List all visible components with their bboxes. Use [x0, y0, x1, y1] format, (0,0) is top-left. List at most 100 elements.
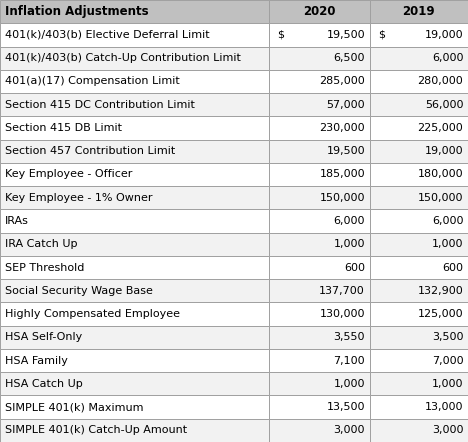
Text: Social Security Wage Base: Social Security Wage Base — [5, 286, 153, 296]
Text: Section 457 Contribution Limit: Section 457 Contribution Limit — [5, 146, 175, 156]
Bar — [269, 93, 370, 116]
Bar — [0, 396, 269, 419]
Bar — [370, 302, 468, 326]
Text: 3,000: 3,000 — [432, 425, 463, 435]
Bar — [269, 232, 370, 256]
Bar — [269, 23, 370, 46]
Text: Section 415 DB Limit: Section 415 DB Limit — [5, 123, 122, 133]
Bar — [370, 23, 468, 46]
Text: 3,550: 3,550 — [334, 332, 365, 342]
Text: 19,000: 19,000 — [424, 146, 463, 156]
Text: 1,000: 1,000 — [432, 379, 463, 389]
Bar — [0, 0, 269, 23]
Text: 19,000: 19,000 — [424, 30, 463, 40]
Text: 7,000: 7,000 — [431, 355, 463, 366]
Bar — [269, 186, 370, 210]
Text: 57,000: 57,000 — [326, 100, 365, 110]
Bar — [269, 46, 370, 70]
Text: 125,000: 125,000 — [418, 309, 463, 319]
Text: 401(a)(17) Compensation Limit: 401(a)(17) Compensation Limit — [5, 76, 179, 87]
Text: 2020: 2020 — [303, 5, 336, 18]
Text: IRA Catch Up: IRA Catch Up — [5, 239, 77, 249]
Text: 13,000: 13,000 — [425, 402, 463, 412]
Text: 150,000: 150,000 — [418, 193, 463, 203]
Text: Section 415 DC Contribution Limit: Section 415 DC Contribution Limit — [5, 100, 195, 110]
Bar — [269, 256, 370, 279]
Text: 1,000: 1,000 — [334, 239, 365, 249]
Bar — [370, 279, 468, 302]
Text: Key Employee - 1% Owner: Key Employee - 1% Owner — [5, 193, 152, 203]
Text: 1,000: 1,000 — [334, 379, 365, 389]
Bar — [0, 23, 269, 46]
Text: 150,000: 150,000 — [320, 193, 365, 203]
Bar — [0, 302, 269, 326]
Bar — [269, 349, 370, 372]
Text: HSA Family: HSA Family — [5, 355, 67, 366]
Text: 600: 600 — [442, 263, 463, 273]
Bar — [0, 163, 269, 186]
Bar — [370, 349, 468, 372]
Text: 6,000: 6,000 — [432, 53, 463, 63]
Bar — [0, 46, 269, 70]
Text: 6,000: 6,000 — [432, 216, 463, 226]
Text: $: $ — [378, 30, 385, 40]
Bar — [370, 140, 468, 163]
Bar — [370, 326, 468, 349]
Text: HSA Self-Only: HSA Self-Only — [5, 332, 82, 342]
Bar — [370, 70, 468, 93]
Bar — [0, 210, 269, 232]
Bar — [0, 279, 269, 302]
Text: 2019: 2019 — [402, 5, 435, 18]
Text: 180,000: 180,000 — [418, 169, 463, 179]
Bar — [269, 372, 370, 396]
Text: 285,000: 285,000 — [319, 76, 365, 87]
Text: 600: 600 — [344, 263, 365, 273]
Text: 401(k)/403(b) Elective Deferral Limit: 401(k)/403(b) Elective Deferral Limit — [5, 30, 209, 40]
Bar — [0, 70, 269, 93]
Bar — [269, 396, 370, 419]
Text: 6,500: 6,500 — [334, 53, 365, 63]
Bar — [0, 140, 269, 163]
Text: SIMPLE 401(k) Catch-Up Amount: SIMPLE 401(k) Catch-Up Amount — [5, 425, 187, 435]
Bar — [269, 326, 370, 349]
Text: 137,700: 137,700 — [319, 286, 365, 296]
Text: HSA Catch Up: HSA Catch Up — [5, 379, 82, 389]
Bar — [370, 186, 468, 210]
Bar — [370, 396, 468, 419]
Bar — [370, 372, 468, 396]
Bar — [370, 210, 468, 232]
Bar — [269, 279, 370, 302]
Text: 3,500: 3,500 — [432, 332, 463, 342]
Text: Key Employee - Officer: Key Employee - Officer — [5, 169, 132, 179]
Bar — [269, 419, 370, 442]
Text: $: $ — [278, 30, 285, 40]
Text: 6,000: 6,000 — [334, 216, 365, 226]
Bar — [0, 232, 269, 256]
Text: 19,500: 19,500 — [326, 30, 365, 40]
Bar — [370, 116, 468, 140]
Text: 401(k)/403(b) Catch-Up Contribution Limit: 401(k)/403(b) Catch-Up Contribution Limi… — [5, 53, 241, 63]
Bar — [370, 93, 468, 116]
Bar — [0, 326, 269, 349]
Text: 3,000: 3,000 — [334, 425, 365, 435]
Bar — [370, 0, 468, 23]
Bar — [0, 116, 269, 140]
Bar — [0, 256, 269, 279]
Text: Highly Compensated Employee: Highly Compensated Employee — [5, 309, 180, 319]
Text: 185,000: 185,000 — [320, 169, 365, 179]
Text: 19,500: 19,500 — [326, 146, 365, 156]
Bar — [269, 116, 370, 140]
Text: 13,500: 13,500 — [327, 402, 365, 412]
Text: 132,900: 132,900 — [417, 286, 463, 296]
Text: 130,000: 130,000 — [320, 309, 365, 319]
Bar — [370, 419, 468, 442]
Bar — [0, 349, 269, 372]
Bar — [370, 46, 468, 70]
Bar — [0, 419, 269, 442]
Bar — [269, 210, 370, 232]
Text: SEP Threshold: SEP Threshold — [5, 263, 84, 273]
Bar — [0, 372, 269, 396]
Bar — [269, 302, 370, 326]
Text: 7,100: 7,100 — [333, 355, 365, 366]
Bar — [370, 256, 468, 279]
